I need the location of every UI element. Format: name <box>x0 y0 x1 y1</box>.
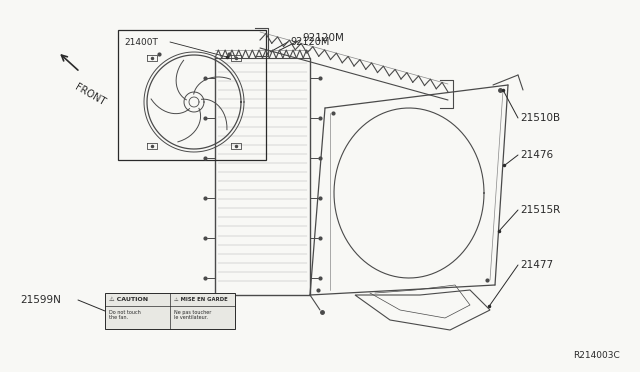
Text: Ne pas toucher
le ventilateur.: Ne pas toucher le ventilateur. <box>174 310 211 320</box>
Text: ⚠ CAUTION: ⚠ CAUTION <box>109 296 148 301</box>
Text: 21400T: 21400T <box>124 38 158 46</box>
Bar <box>118 30 266 160</box>
Text: 21515R: 21515R <box>520 205 560 215</box>
Text: 21477: 21477 <box>520 260 553 270</box>
Text: 92120M: 92120M <box>290 37 330 47</box>
Text: R214003C: R214003C <box>573 350 620 359</box>
Bar <box>105 293 235 329</box>
Text: 21510B: 21510B <box>520 113 560 123</box>
Text: Do not touch
the fan.: Do not touch the fan. <box>109 310 141 320</box>
Text: 92120M: 92120M <box>302 33 344 43</box>
Text: ⚠ MISE EN GARDE: ⚠ MISE EN GARDE <box>174 296 228 301</box>
Text: FRONT: FRONT <box>73 82 107 108</box>
Text: 21476: 21476 <box>520 150 553 160</box>
Text: 21599N: 21599N <box>20 295 61 305</box>
